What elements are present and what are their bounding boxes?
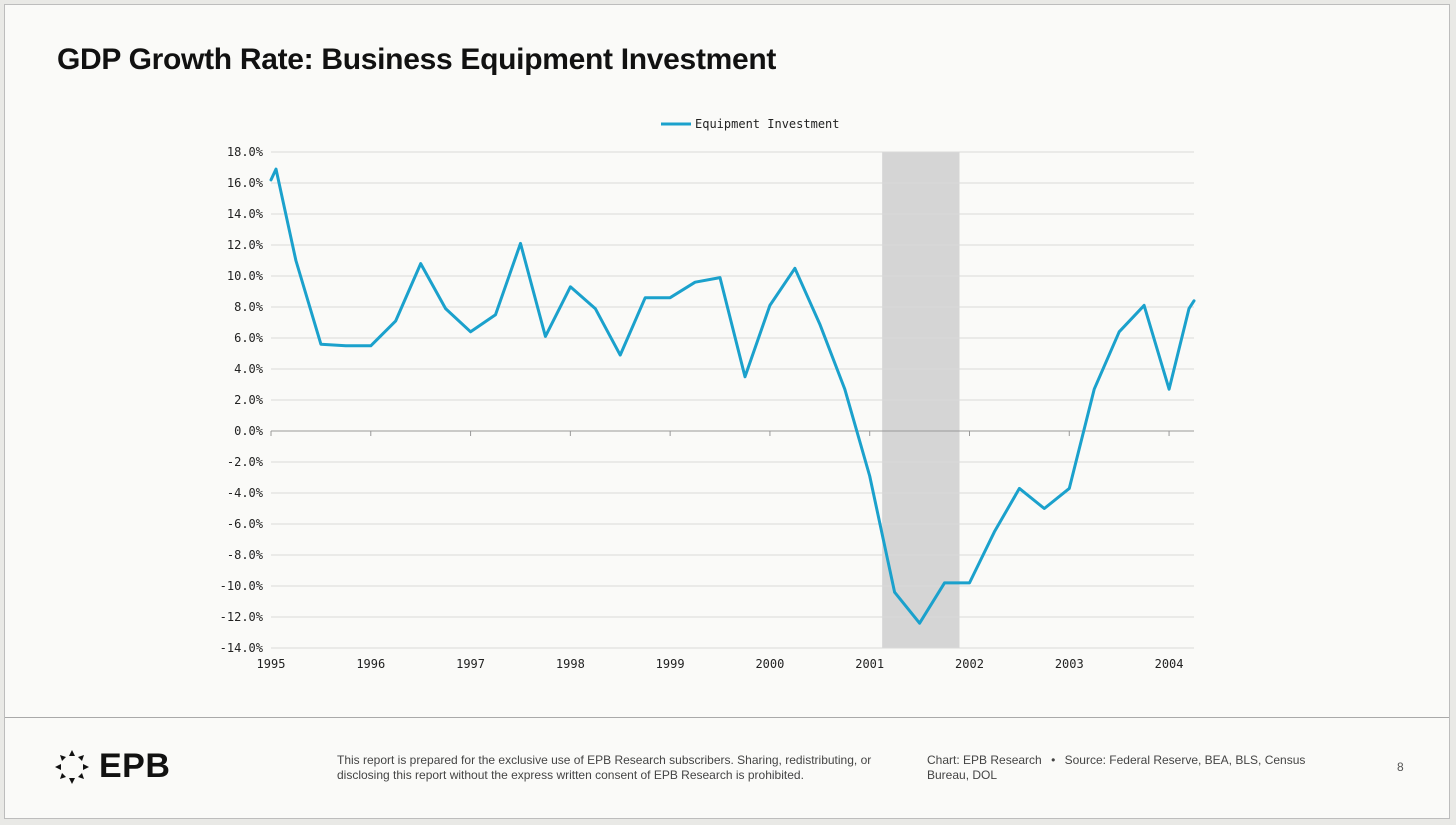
data-point [394, 319, 397, 323]
source-note: Chart: EPB Research • Source: Federal Re… [927, 753, 1317, 783]
data-point [893, 591, 896, 594]
data-point [718, 276, 722, 279]
data-point [1068, 487, 1071, 490]
data-point [544, 335, 547, 338]
x-tick-label: 2001 [855, 657, 884, 671]
chart-credit: Chart: EPB Research [927, 753, 1042, 767]
y-tick-label: 18.0% [227, 145, 264, 159]
y-tick-label: 0.0% [234, 424, 264, 438]
data-point [569, 285, 572, 289]
data-point [1043, 507, 1046, 510]
y-tick-label: 16.0% [227, 176, 264, 190]
x-tick-label: 2004 [1155, 657, 1184, 671]
data-point [843, 387, 846, 391]
data-point [419, 262, 422, 265]
x-tick-label: 1997 [456, 657, 485, 671]
y-tick-label: -8.0% [227, 548, 264, 562]
y-tick-label: -2.0% [227, 455, 264, 469]
footer-divider [5, 717, 1449, 718]
data-point [1117, 330, 1121, 333]
series-line-equipment-investment [269, 167, 1196, 625]
y-tick-label: 4.0% [234, 362, 264, 376]
source-text: Source: Federal Reserve, BEA, BLS, Censu… [927, 753, 1306, 782]
x-tick-label: 2003 [1055, 657, 1084, 671]
data-point [619, 353, 622, 357]
data-point [1142, 304, 1146, 307]
y-tick-label: 12.0% [227, 238, 264, 252]
data-point [968, 581, 971, 585]
source-separator: • [1051, 753, 1056, 767]
y-tick-label: -6.0% [227, 517, 264, 531]
data-point [1093, 387, 1096, 391]
logo-text: EPB [99, 747, 171, 785]
disclaimer-text: This report is prepared for the exclusiv… [337, 753, 872, 782]
y-tick-label: 6.0% [234, 331, 264, 345]
page-number: 8 [1397, 760, 1404, 774]
data-point [868, 474, 871, 478]
x-tick-label: 1996 [356, 657, 385, 671]
y-tick-label: -14.0% [220, 641, 264, 655]
y-tick-label: 14.0% [227, 207, 264, 221]
x-tick-label: 2002 [955, 657, 984, 671]
data-point [269, 178, 273, 182]
data-point [1167, 387, 1171, 391]
y-tick-label: 10.0% [227, 269, 264, 283]
data-point [1192, 299, 1196, 302]
data-point [693, 281, 697, 284]
x-tick-label: 1998 [556, 657, 585, 671]
data-point [993, 530, 996, 533]
x-tick-label: 1995 [257, 657, 286, 671]
y-tick-label: -10.0% [220, 579, 264, 593]
data-point [943, 581, 946, 585]
data-point [1187, 307, 1191, 310]
epb-logo-icon [55, 749, 89, 784]
y-tick-label: 8.0% [234, 300, 264, 314]
epb-logo: EPB [53, 747, 170, 786]
data-point [793, 267, 797, 270]
data-point [294, 259, 298, 262]
x-tick-label: 2000 [755, 657, 784, 671]
data-point [469, 330, 472, 333]
data-point [344, 344, 348, 347]
data-point [444, 307, 447, 310]
data-point [274, 167, 278, 171]
line-chart: 18.0% 16.0% 14.0% 12.0% 10.0% 8.0% 6.0% 4.0% 2.0… [220, 117, 1196, 671]
data-point [319, 343, 323, 346]
y-tick-label: -4.0% [227, 486, 264, 500]
data-point [743, 375, 747, 378]
data-point [918, 622, 921, 625]
data-point [1018, 487, 1021, 490]
data-point [369, 344, 372, 347]
y-tick-label: -12.0% [220, 610, 264, 624]
page-title: GDP Growth Rate: Business Equipment Inve… [57, 43, 777, 76]
slide: GDP Growth Rate: Business Equipment Inve… [4, 4, 1450, 819]
legend-label: Equipment Investment [695, 117, 840, 131]
data-point [519, 242, 522, 245]
data-point [494, 313, 497, 316]
data-point [818, 322, 822, 326]
data-point [668, 296, 672, 299]
data-point [594, 307, 597, 310]
x-tick-label: 1999 [656, 657, 685, 671]
data-point [768, 304, 772, 307]
data-point [643, 296, 647, 299]
y-tick-label: 2.0% [234, 393, 264, 407]
